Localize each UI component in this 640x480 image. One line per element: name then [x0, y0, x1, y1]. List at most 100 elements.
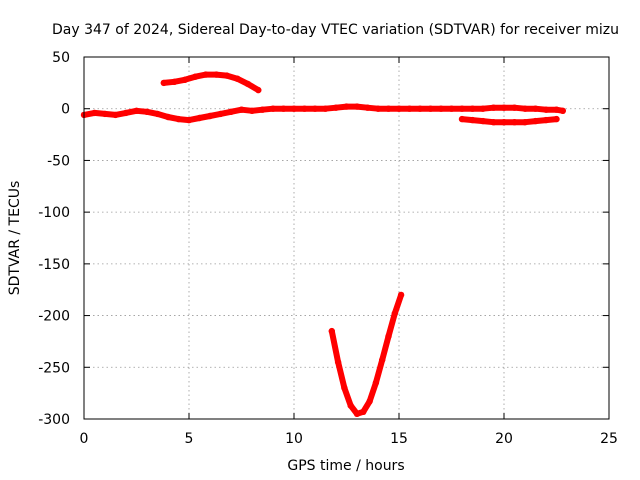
data-point [280, 105, 287, 112]
data-point [227, 108, 235, 116]
data-point [122, 109, 130, 117]
series-line-arc-4 [328, 291, 405, 417]
data-point [553, 115, 560, 123]
data-point [341, 384, 348, 392]
data-point [391, 310, 398, 317]
x-tick-label: 15 [390, 431, 408, 447]
data-point [542, 116, 550, 124]
data-point [469, 105, 476, 112]
data-point [448, 105, 455, 112]
data-point [217, 110, 224, 118]
y-tick-label: -250 [38, 360, 70, 376]
series-line-arc-2 [160, 71, 262, 94]
data-point [328, 327, 335, 335]
data-point [175, 115, 182, 123]
data-point [192, 73, 199, 80]
data-point [437, 105, 445, 112]
data-point [500, 104, 508, 111]
data-point [469, 116, 476, 124]
data-point [143, 108, 151, 116]
data-point [332, 104, 340, 111]
data-point [133, 107, 140, 115]
data-point [385, 333, 392, 340]
data-point [196, 114, 203, 122]
data-point [385, 105, 392, 112]
data-point [223, 72, 230, 79]
axis-ticks: 0 5 10 15 20 25 50 0 -50 -100 -150 -200 -250 -300 [38, 50, 618, 447]
data-point [532, 105, 539, 112]
data-point [553, 106, 560, 113]
data-point [366, 398, 373, 405]
plot-frame [83, 56, 610, 420]
data-point [213, 71, 220, 78]
data-point [269, 105, 277, 112]
data-point [244, 80, 251, 88]
data-point [290, 105, 298, 112]
data-point [255, 86, 262, 94]
data-point [353, 103, 361, 110]
data-point [185, 116, 193, 124]
data-point [364, 104, 371, 111]
data-point [479, 105, 487, 112]
x-tick-label: 5 [185, 431, 194, 447]
data-point [360, 408, 367, 415]
data-point [347, 402, 354, 409]
data-point [397, 291, 405, 299]
x-tick-label: 0 [80, 431, 89, 447]
data-point [511, 104, 518, 111]
data-point [112, 111, 119, 119]
data-point [171, 78, 178, 86]
data-point [458, 105, 466, 112]
data-point [372, 379, 380, 386]
data-point [458, 115, 466, 123]
data-point [353, 410, 361, 417]
data-point [181, 76, 188, 84]
data-point [206, 112, 214, 120]
data-point [490, 104, 497, 111]
data-point [427, 105, 434, 112]
data-point [532, 117, 539, 125]
data-point [238, 106, 245, 113]
data-point [395, 105, 403, 112]
data-series [80, 71, 566, 417]
data-point [334, 358, 342, 366]
x-tick-label: 10 [285, 431, 303, 447]
y-axis-label: SDTVAR / TECUs [7, 181, 23, 296]
x-tick-label: 20 [495, 431, 513, 447]
data-point [234, 75, 241, 82]
data-point [521, 105, 529, 112]
data-point [259, 106, 266, 113]
data-point [160, 79, 167, 87]
y-tick-label: 0 [61, 102, 70, 118]
y-tick-label: -50 [47, 153, 70, 169]
data-point [406, 105, 413, 112]
x-axis-label: GPS time / hours [287, 458, 404, 474]
y-tick-label: -200 [38, 309, 70, 325]
series-line-arc-3 [459, 116, 560, 126]
data-point [542, 106, 550, 113]
data-point [500, 119, 508, 126]
data-point [164, 113, 172, 121]
data-point [202, 71, 209, 78]
data-point [521, 119, 529, 126]
data-point [343, 103, 350, 110]
chart-title: Day 347 of 2024, Sidereal Day-to-day VTE… [52, 22, 619, 38]
data-point [248, 107, 256, 115]
data-point [301, 105, 308, 112]
y-tick-label: 50 [52, 50, 70, 66]
data-point [311, 105, 319, 112]
data-point [374, 105, 382, 112]
x-tick-label: 25 [600, 431, 618, 447]
data-point [479, 117, 487, 125]
y-tick-label: -300 [38, 412, 70, 428]
y-tick-label: -100 [38, 205, 70, 221]
data-point [101, 110, 109, 118]
data-point [322, 105, 329, 112]
data-point [154, 110, 161, 118]
y-tick-label: -150 [38, 257, 70, 273]
data-point [91, 109, 98, 117]
data-point [490, 119, 497, 126]
data-point [511, 119, 518, 126]
data-point [559, 107, 566, 115]
